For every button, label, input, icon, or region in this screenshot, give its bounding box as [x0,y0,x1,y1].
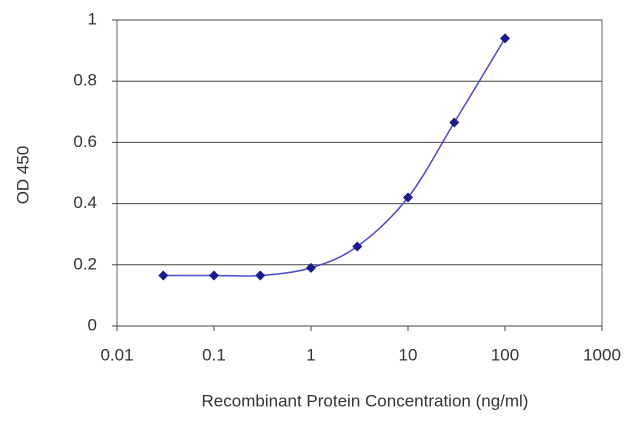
marker [158,270,169,281]
marker [255,270,266,281]
y-tick-label: 0.8 [73,71,97,90]
marker [209,270,219,281]
marker [352,241,363,252]
x-tick-label: 1 [306,345,315,364]
x-axis-label: Recombinant Protein Concentration (ng/ml… [202,391,529,410]
x-tick-label: 1000 [583,345,621,364]
x-tick-label: 0.1 [202,345,226,364]
y-tick-label: 0 [88,315,97,334]
x-tick-label: 10 [399,345,418,364]
marker [306,262,316,273]
y-tick-label: 1 [88,9,97,28]
plot-frame [116,19,603,327]
y-tick-label: 0.2 [73,254,97,273]
x-tick-label: 0.01 [100,345,133,364]
curve [163,37,506,277]
x-tick-label: 100 [491,345,519,364]
marker [449,117,460,128]
marker [500,33,510,44]
y-tick-label: 0.6 [73,132,97,151]
y-axis-label: OD 450 [13,146,32,205]
y-tick-label: 0.4 [73,193,97,212]
marker [403,192,413,203]
